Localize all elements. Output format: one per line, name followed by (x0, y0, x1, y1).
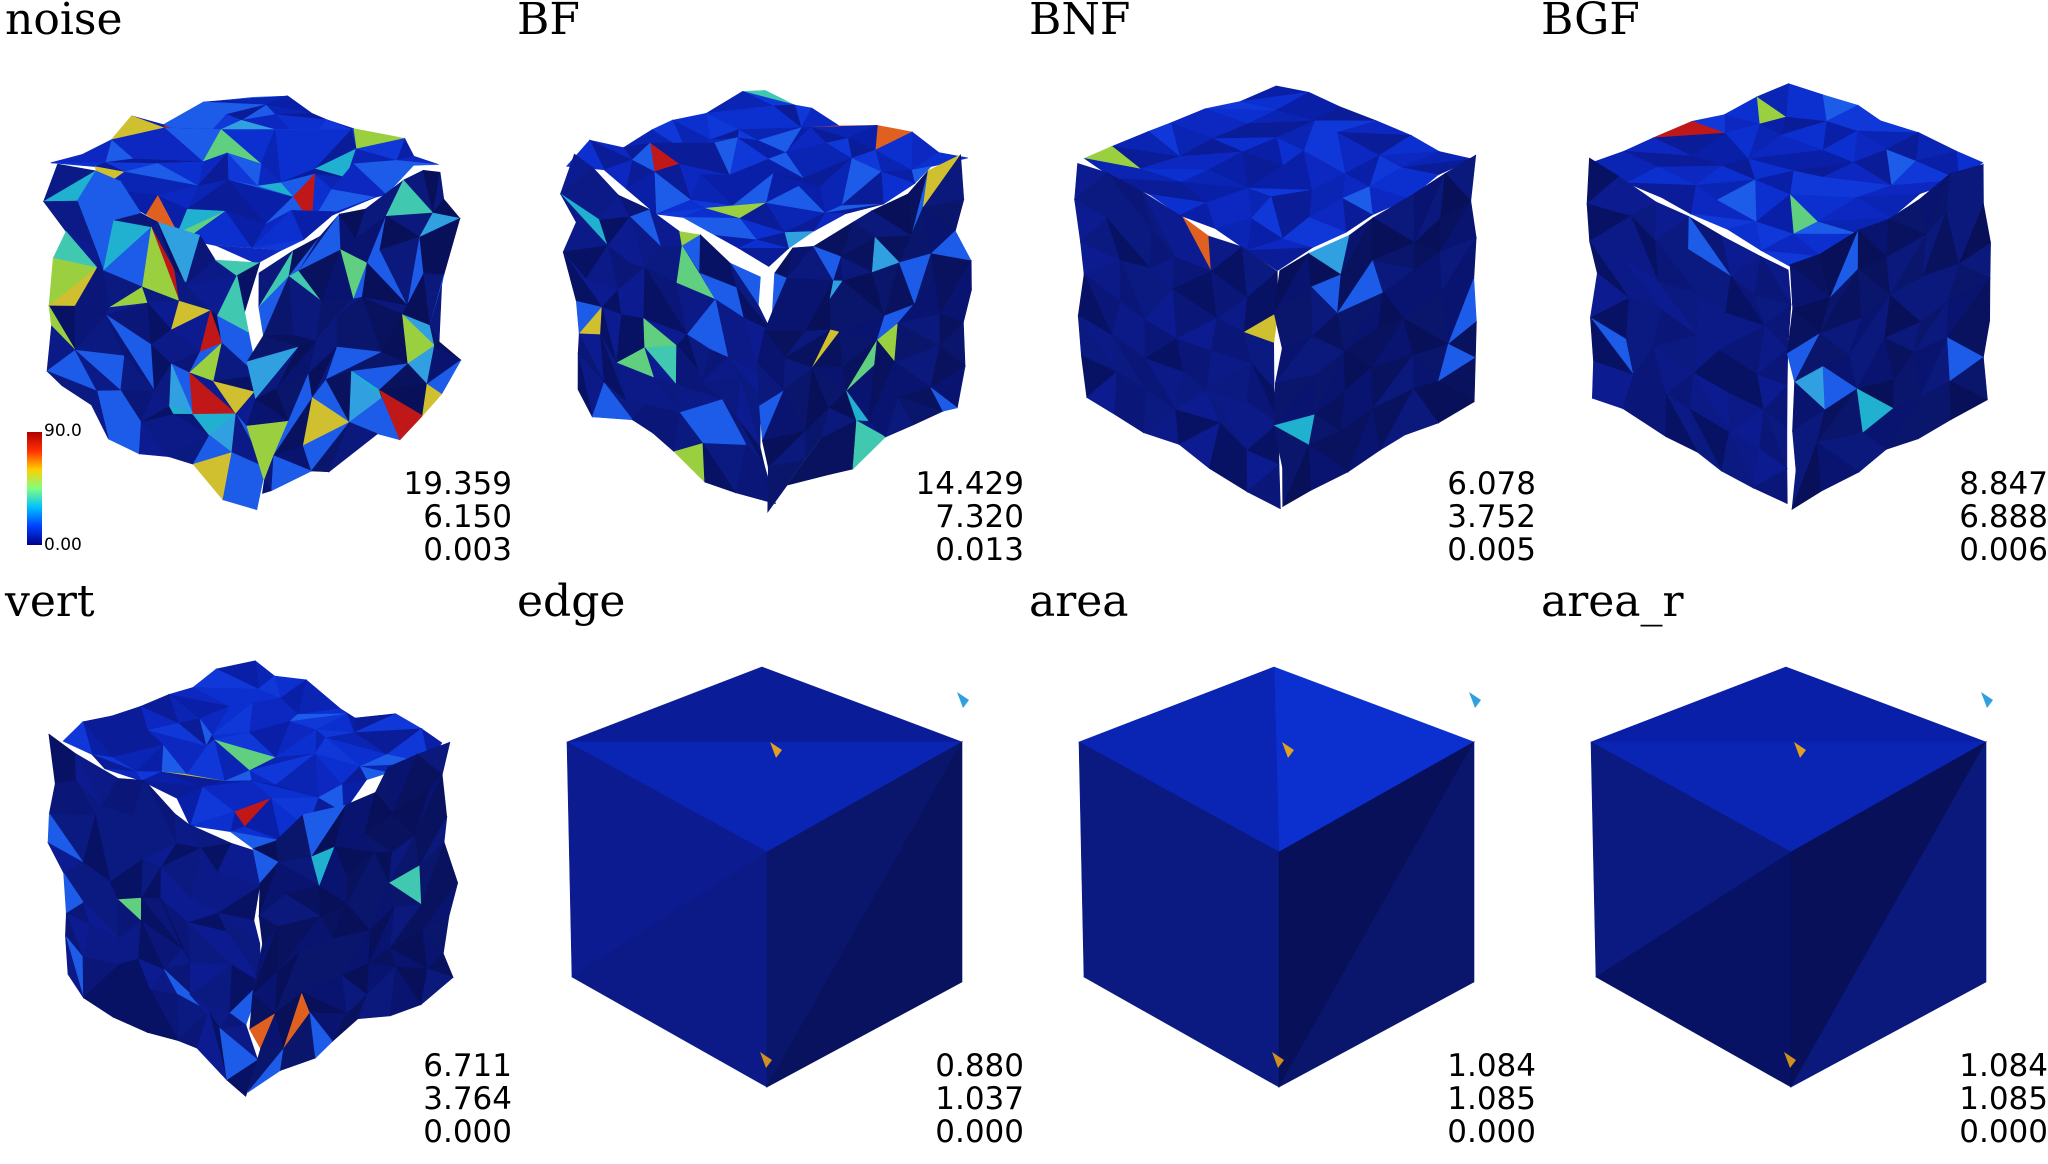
stat-value-2: 1.085 (1447, 1081, 1536, 1117)
stat-value-1: 6.711 (423, 1048, 512, 1084)
colorbar-min-label: 0.00 (44, 535, 82, 555)
panel-title: edge (517, 576, 626, 627)
noise-cube-mesh (42, 95, 462, 511)
edge-cube-mesh (566, 666, 969, 1089)
stat-value-2: 1.085 (1959, 1081, 2048, 1117)
panel-title: area (1029, 576, 1129, 627)
noise-cube-render (42, 95, 462, 511)
panel-stats: 14.429 7.320 0.013 (916, 468, 1024, 567)
area-cube-render (1078, 666, 1481, 1089)
area-cube-mesh (1078, 666, 1481, 1089)
panel-title: BF (517, 0, 580, 45)
panel-vert: vert 6.711 3.764 0.000 (0, 576, 512, 1164)
bf-cube-mesh (559, 90, 973, 513)
panel-stats: 1.084 1.085 0.000 (1447, 1050, 1536, 1149)
vert-cube-mesh (47, 660, 459, 1097)
panel-bnf: BNF 6.078 3.752 0.005 (1024, 0, 1536, 582)
stat-value-2: 3.764 (423, 1081, 512, 1117)
stat-value-1: 1.084 (1959, 1048, 2048, 1084)
bf-cube-render (559, 90, 973, 513)
stat-value-3: 0.000 (423, 1114, 512, 1150)
stat-value-3: 0.000 (1959, 1114, 2048, 1150)
panel-title: BNF (1029, 0, 1131, 45)
stat-value-2: 6.150 (423, 499, 512, 535)
panel-title: noise (5, 0, 123, 45)
panel-edge: edge 0.880 1.037 0.000 (512, 576, 1024, 1164)
panel-noise: noise 19.359 6.150 0.003 90.0 0.00 (0, 0, 512, 582)
panel-area-r: area_r 1.084 1.085 0.000 (1536, 576, 2048, 1164)
panel-stats: 6.078 3.752 0.005 (1447, 468, 1536, 567)
panel-title: vert (5, 576, 95, 627)
panel-stats: 8.847 6.888 0.006 (1959, 468, 2048, 567)
stat-value-3: 0.006 (1959, 532, 2048, 568)
area-r-cube-mesh (1590, 666, 1993, 1089)
bnf-cube-mesh (1074, 85, 1477, 510)
area-r-cube-render (1590, 666, 1993, 1089)
panel-stats: 0.880 1.037 0.000 (935, 1050, 1024, 1149)
stat-value-2: 3.752 (1447, 499, 1536, 535)
edge-cube-render (566, 666, 969, 1089)
stat-value-3: 0.000 (935, 1114, 1024, 1150)
stat-value-3: 0.013 (935, 532, 1024, 568)
stat-value-3: 0.003 (423, 532, 512, 568)
panel-bgf: BGF 8.847 6.888 0.006 (1536, 0, 2048, 582)
stat-value-3: 0.000 (1447, 1114, 1536, 1150)
stat-value-1: 8.847 (1959, 466, 2048, 502)
stat-value-1: 1.084 (1447, 1048, 1536, 1084)
stat-value-1: 0.880 (935, 1048, 1024, 1084)
panel-title: area_r (1541, 576, 1684, 627)
panel-stats: 1.084 1.085 0.000 (1959, 1050, 2048, 1149)
colorbar-gradient (27, 432, 42, 545)
panel-stats: 19.359 6.150 0.003 (404, 468, 512, 567)
stat-value-2: 6.888 (1959, 499, 2048, 535)
panel-bf: BF 14.429 7.320 0.013 (512, 0, 1024, 582)
stat-value-1: 6.078 (1447, 466, 1536, 502)
vert-cube-render (47, 660, 459, 1097)
stat-value-3: 0.005 (1447, 532, 1536, 568)
stat-value-1: 14.429 (915, 466, 1024, 502)
stat-value-1: 19.359 (403, 466, 512, 502)
panel-area: area 1.084 1.085 0.000 (1024, 576, 1536, 1164)
panel-title: BGF (1541, 0, 1640, 45)
panel-stats: 6.711 3.764 0.000 (423, 1050, 512, 1149)
bgf-cube-mesh (1586, 83, 1991, 511)
colorbar (27, 432, 42, 545)
bnf-cube-render (1074, 85, 1477, 510)
stat-value-2: 1.037 (935, 1081, 1024, 1117)
stat-value-2: 7.320 (935, 499, 1024, 535)
bgf-cube-render (1586, 83, 1991, 511)
colorbar-max-label: 90.0 (44, 421, 82, 441)
